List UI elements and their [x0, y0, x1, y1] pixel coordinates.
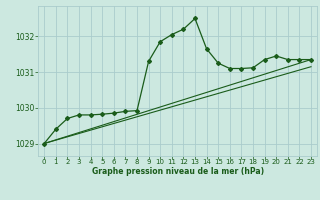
- X-axis label: Graphe pression niveau de la mer (hPa): Graphe pression niveau de la mer (hPa): [92, 167, 264, 176]
